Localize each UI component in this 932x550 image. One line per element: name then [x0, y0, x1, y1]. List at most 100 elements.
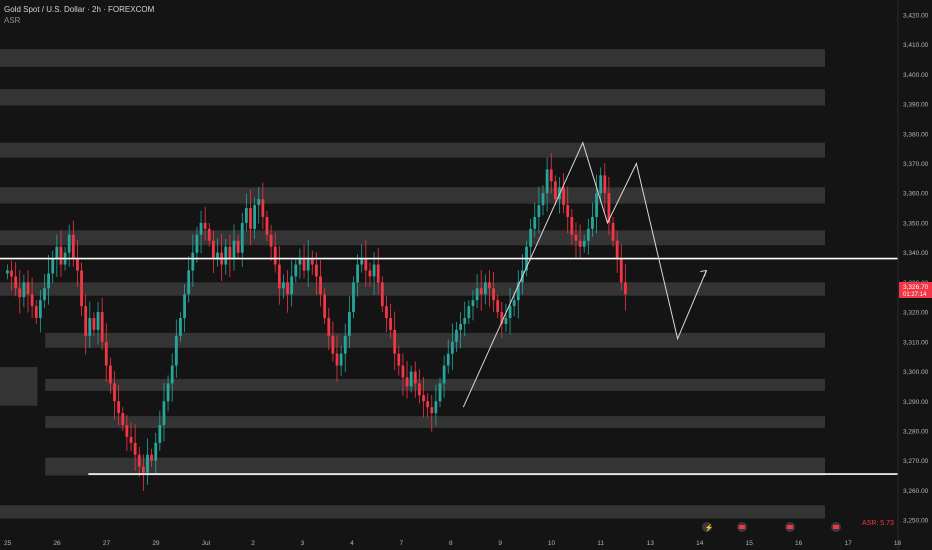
time-tick-label: 7	[400, 540, 404, 547]
candle-body-34	[146, 454, 149, 473]
candle-body-65	[273, 246, 277, 265]
price-axis[interactable]: 3,250.00 3,260.00 3,270.00 3,280.00 3,290.00…	[903, 12, 929, 524]
time-tick-label: 16	[795, 540, 803, 547]
indicator-name[interactable]: ASR	[4, 16, 21, 25]
candle-body-146	[607, 193, 611, 223]
price-tick-label: 3,410.00	[903, 42, 929, 49]
time-tick-label: 9	[498, 540, 502, 547]
candle-body-77	[323, 294, 327, 319]
candle-body-38	[162, 401, 166, 426]
candle-body-69	[290, 276, 294, 295]
candle-body-119	[496, 300, 500, 313]
pattern-drawing[interactable]	[462, 141, 708, 408]
candle-body-81	[339, 353, 343, 366]
candle-body-4	[22, 282, 26, 298]
candle-body-70	[294, 264, 298, 277]
candle-body-82	[343, 335, 347, 354]
candle-body-44	[187, 270, 191, 295]
candle-body-19	[84, 306, 88, 336]
candle-body-86	[360, 258, 364, 265]
candle-body-87	[364, 258, 368, 271]
candle-body-106	[442, 365, 446, 384]
candle-body-58	[244, 208, 248, 223]
candle-body-18	[80, 270, 83, 307]
price-tick-label: 3,350.00	[903, 220, 929, 227]
chart-header: Gold Spot / U.S. Dollar · 2h · FOREXCOM …	[4, 4, 154, 26]
price-tick-label: 3,320.00	[903, 310, 929, 317]
candle-body-42	[179, 318, 182, 336]
candle-body-13	[59, 246, 63, 265]
candle-body-49	[207, 228, 211, 241]
candle-body-80	[335, 353, 339, 366]
candle-body-118	[492, 288, 495, 301]
lightning-event-icon[interactable]	[702, 522, 712, 532]
candle-body-5	[26, 282, 30, 295]
candle-body-147	[611, 222, 615, 241]
candle-body-148	[615, 240, 619, 259]
candle-body-149	[619, 258, 623, 283]
candle-body-142	[591, 216, 594, 229]
candle-body-26	[113, 383, 116, 402]
price-tick-label: 3,370.00	[903, 161, 929, 168]
zone-10	[0, 505, 825, 519]
candle-body-96	[401, 365, 405, 378]
time-tick-label: 18	[894, 540, 902, 547]
time-tick-label: 25	[4, 540, 12, 547]
event-markers[interactable]: ⚡ ASR: 5.73	[702, 520, 894, 532]
candle-body-53	[224, 246, 228, 265]
time-tick-label: 3	[301, 540, 305, 547]
candle-body-75	[315, 264, 318, 277]
candle-body-68	[286, 282, 289, 295]
symbol-title[interactable]: Gold Spot / U.S. Dollar · 2h · FOREXCOM	[4, 5, 155, 14]
candle-body-10	[47, 273, 50, 289]
candle-body-139	[578, 240, 582, 247]
candle-body-117	[488, 282, 491, 289]
candle-body-29	[125, 425, 129, 437]
candle-body-60	[253, 205, 256, 229]
candle-body-138	[574, 234, 578, 241]
candle-body-111	[463, 318, 467, 324]
zone-11	[0, 367, 38, 406]
candle-body-116	[483, 282, 487, 295]
candle-body-103	[430, 407, 434, 414]
time-axis[interactable]: 25262729Jul234789101113141516171820	[4, 540, 932, 547]
zone-4	[0, 230, 825, 246]
candle-body-93	[389, 318, 392, 330]
candle-body-48	[203, 222, 207, 229]
price-tick-label: 3,380.00	[903, 131, 929, 138]
candle-body-43	[183, 294, 186, 319]
zone-layer	[0, 49, 825, 519]
candle-body-78	[327, 318, 331, 336]
candle-body-141	[586, 228, 590, 241]
zone-6	[45, 332, 825, 348]
candle-body-114	[475, 288, 479, 301]
horizontal-line-layer[interactable]	[0, 257, 898, 475]
candle-body-23	[100, 312, 104, 342]
candle-body-122	[508, 306, 512, 319]
last-price-tag: 3,326.70 01:27:14	[899, 282, 932, 298]
zone-2	[0, 142, 825, 158]
candle-body-143	[595, 193, 598, 217]
lightning-glyph: ⚡	[705, 523, 714, 532]
price-tick-label: 3,250.00	[903, 518, 929, 525]
economic-event-flag-2	[787, 525, 793, 529]
candle-body-109	[455, 329, 458, 342]
candle-body-92	[385, 306, 388, 319]
price-tick-label: 3,360.00	[903, 191, 929, 198]
candle-body-76	[319, 276, 322, 295]
candle-body-40	[170, 365, 174, 384]
candle-body-27	[117, 401, 121, 414]
candle-body-21	[92, 318, 96, 330]
candle-body-128	[533, 216, 537, 229]
time-tick-label: 2	[251, 540, 255, 547]
candle-body-71	[298, 258, 302, 265]
candle-body-30	[129, 436, 133, 443]
price-tick-label: 3,340.00	[903, 250, 929, 257]
candle-body-33	[141, 466, 145, 473]
candle-body-54	[228, 246, 232, 259]
time-tick-label: Jul	[202, 540, 211, 547]
last-price-value: 3,326.70	[903, 284, 929, 291]
time-tick-label: 26	[53, 540, 61, 547]
candle-body-74	[310, 258, 314, 265]
